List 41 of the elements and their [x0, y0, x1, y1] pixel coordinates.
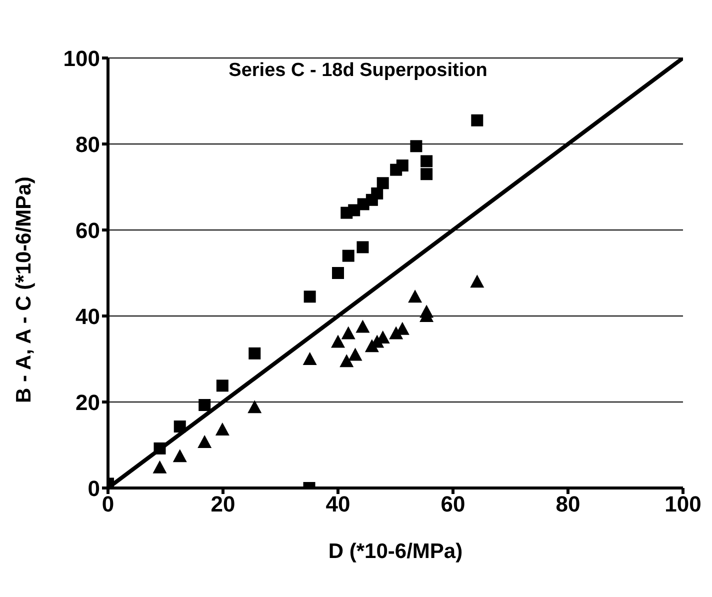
point: [341, 326, 356, 340]
point: [216, 380, 228, 392]
point: [396, 160, 408, 172]
x-tick-label: 100: [664, 492, 702, 517]
x-tick-label: 40: [326, 492, 350, 517]
y-tick-label: 100: [63, 46, 100, 71]
y-axis-title: B - A, A - C (*10-6/MPa): [12, 176, 36, 403]
y-tick-label: 20: [76, 390, 100, 415]
point: [304, 290, 316, 303]
point: [248, 400, 262, 414]
point: [332, 267, 344, 279]
point: [302, 352, 317, 365]
point: [408, 290, 422, 303]
chart-title: Series C - 18d Superposition: [228, 60, 488, 82]
point: [471, 114, 484, 126]
point: [331, 334, 345, 348]
point: [356, 320, 370, 333]
x-tick-label: 80: [556, 492, 580, 517]
point: [376, 177, 389, 190]
point: [348, 348, 362, 361]
point: [340, 354, 354, 368]
point: [215, 422, 230, 436]
point: [198, 399, 211, 412]
point: [356, 241, 369, 254]
y-tick-label: 60: [76, 218, 100, 243]
x-tick-label: 60: [440, 492, 466, 517]
point: [342, 250, 354, 262]
point: [198, 434, 212, 448]
point: [172, 449, 187, 462]
point: [248, 347, 261, 360]
point: [152, 460, 167, 474]
point: [420, 168, 433, 180]
y-tick-label: 40: [76, 304, 100, 329]
y-tick-label: 80: [76, 132, 100, 157]
x-axis-title: D (*10-6/MPa): [328, 540, 463, 563]
y-tick-label: 0: [88, 476, 100, 501]
point: [470, 274, 484, 288]
point: [371, 187, 384, 200]
point: [420, 155, 433, 168]
x-tick-label: 20: [210, 492, 236, 517]
point: [410, 140, 422, 152]
